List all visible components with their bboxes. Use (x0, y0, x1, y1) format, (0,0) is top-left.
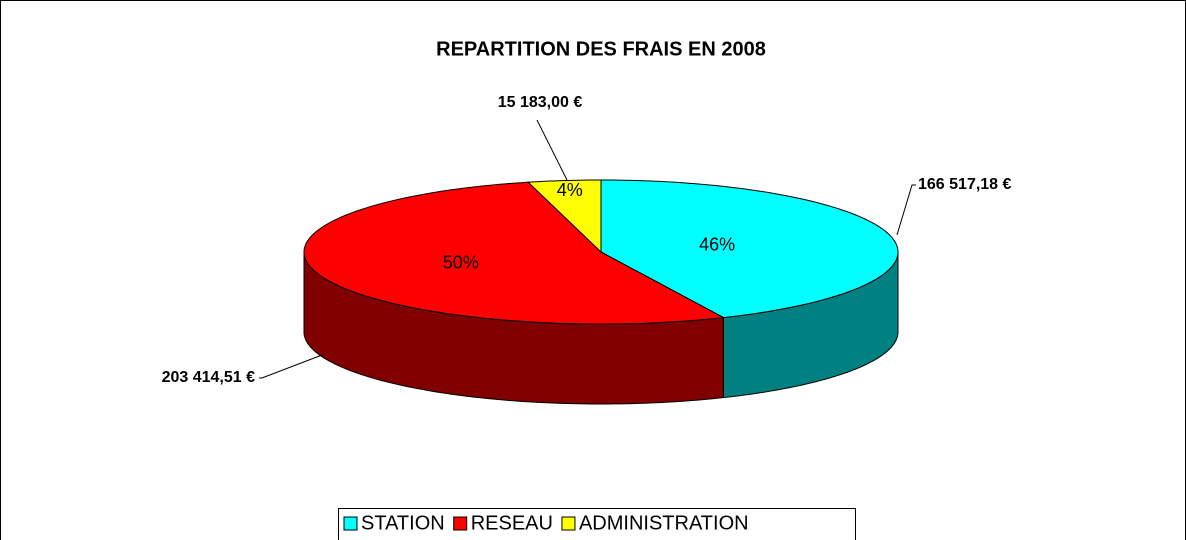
value-label: 15 183,00 € (498, 94, 583, 111)
leader-line (259, 354, 323, 379)
percent-label: 50% (443, 253, 479, 273)
slice (600, 179, 899, 319)
legend-label: STATION (361, 512, 445, 534)
value-label: 203 414,51 € (162, 369, 256, 386)
leader-line (536, 119, 568, 181)
percent-label: 46% (699, 235, 735, 255)
slice (527, 179, 602, 254)
leader-line (896, 184, 916, 236)
legend-swatch (453, 516, 468, 531)
legend-box (338, 508, 856, 540)
legend-label: RESEAU (471, 512, 553, 534)
slice (303, 181, 726, 325)
legend-swatch (561, 516, 576, 531)
legend-label: ADMINISTRATION (579, 512, 749, 534)
percent-label: 4% (557, 180, 583, 200)
legend-swatch (343, 516, 358, 531)
chart-title: REPARTITION DES FRAIS EN 2008 (436, 38, 766, 60)
value-label: 166 517,18 € (918, 176, 1012, 193)
